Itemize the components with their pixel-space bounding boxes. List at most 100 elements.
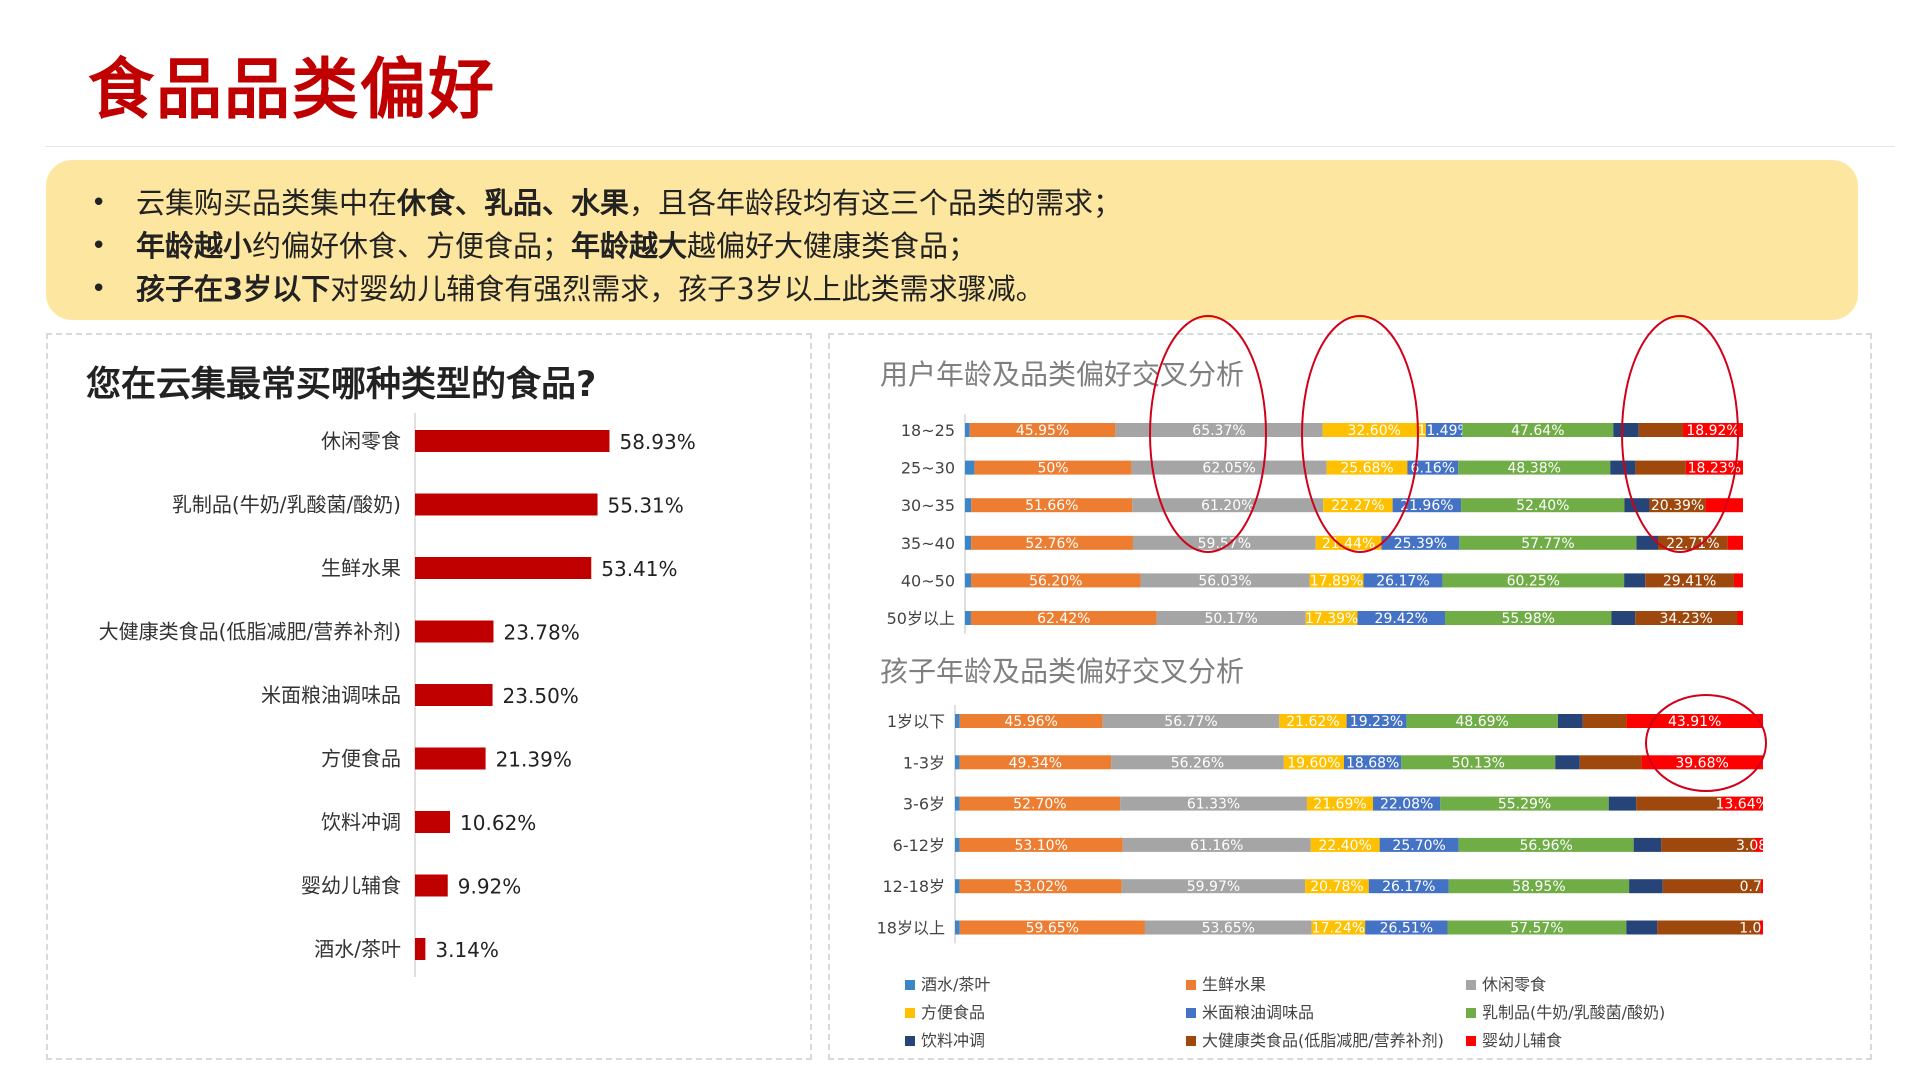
age-chart-data-label: 51.66% — [1025, 498, 1078, 514]
child-chart-data-label: 59.65% — [1026, 921, 1079, 937]
legend-label: 米面粮油调味品 — [1202, 1003, 1314, 1022]
bar — [415, 620, 494, 643]
age-chart-segment — [1737, 611, 1743, 625]
age-chart-data-label: 52.40% — [1516, 498, 1569, 514]
child-chart-data-label: 20.78% — [1310, 879, 1363, 895]
legend-label: 乳制品(牛奶/乳酸菌/酸奶) — [1482, 1003, 1665, 1022]
age-chart-segment — [971, 535, 1133, 550]
legend-label: 休闲零食 — [1482, 975, 1546, 994]
child-chart-segment — [1582, 714, 1627, 728]
age-chart-data-label: 45.95% — [1016, 423, 1069, 439]
age-chart-data-label: 20.39% — [1651, 498, 1704, 514]
age-chart-segment — [1381, 535, 1460, 550]
bar — [415, 747, 486, 770]
bar — [415, 811, 451, 833]
legend-swatch — [905, 1036, 915, 1046]
child-chart-segment — [1279, 714, 1347, 728]
child-chart-data-label: 0.78% — [1740, 879, 1784, 895]
age-chart-segment — [965, 535, 972, 550]
summary-text: 约偏好休食、方便食品； — [252, 229, 572, 263]
age-chart-data-label: 22.27% — [1331, 498, 1384, 514]
child-chart-segment — [1458, 837, 1634, 852]
age-chart-segment — [1323, 498, 1393, 513]
child-chart-data-label: 53.10% — [1015, 838, 1068, 854]
age-chart-data-label: 61.20% — [1201, 498, 1254, 514]
child-chart-segment — [1305, 879, 1369, 894]
age-chart-data-label: 29.42% — [1375, 611, 1428, 627]
child-chart-data-label: 52.70% — [1013, 797, 1066, 813]
data-label: 9.92% — [458, 875, 522, 899]
child-chart-segment — [1368, 879, 1449, 894]
data-label: 21.39% — [496, 748, 572, 772]
age-chart-segment — [1132, 535, 1316, 550]
legend-swatch — [1466, 1008, 1476, 1018]
child-chart-segment — [1283, 755, 1344, 770]
summary-emphasis: 休食、乳品、水果 — [397, 186, 630, 220]
child-chart-data-label: 22.40% — [1319, 838, 1372, 854]
age-chart-segment — [1132, 498, 1324, 513]
summary-text: 对婴幼儿辅食有强烈需求，孩子3岁以上此类需求骤减。 — [330, 272, 1045, 306]
age-chart-data-label: 62.42% — [1037, 611, 1090, 627]
summary-bullet: 年龄越小约偏好休食、方便食品；年龄越大越偏好大健康类食品； — [91, 225, 1858, 268]
age-chart-segment — [1458, 460, 1611, 475]
child-chart-category-label: 18岁以上 — [877, 919, 945, 938]
child-chart-data-label: 50.13% — [1452, 755, 1505, 771]
child-chart-category-label: 3-6岁 — [903, 795, 945, 814]
child-chart-segment — [1120, 796, 1307, 811]
child-chart-segment — [1365, 920, 1448, 935]
child-chart-segment — [955, 714, 960, 728]
data-label: 23.78% — [503, 621, 579, 645]
child-chart-category-label: 6-12岁 — [893, 836, 945, 855]
child-chart-segment — [959, 879, 1122, 894]
age-chart-segment — [965, 611, 971, 625]
data-label: 58.93% — [619, 430, 695, 454]
bar — [415, 938, 426, 960]
child-chart-data-label: 21.62% — [1286, 714, 1339, 730]
age-chart-segment — [1733, 573, 1743, 588]
age-chart-segment — [1683, 423, 1743, 437]
child-chart-segment — [1657, 920, 1760, 935]
child-chart-data-label: 56.77% — [1164, 714, 1217, 730]
age-chart-category-label: 40~50 — [901, 571, 955, 590]
age-chart-data-label: 65.37% — [1192, 423, 1245, 439]
summary-emphasis: 年龄越小 — [136, 229, 253, 263]
child-chart-segment — [1629, 879, 1663, 894]
child-chart-segment — [1760, 879, 1763, 894]
child-chart-data-label: 13.64% — [1716, 797, 1769, 813]
age-chart-data-label: 52.76% — [1025, 536, 1078, 552]
data-label: 3.14% — [435, 938, 499, 962]
child-chart-segment — [1406, 714, 1558, 728]
data-label: 55.31% — [608, 494, 684, 518]
age-chart-data-label: 57.77% — [1521, 536, 1574, 552]
age-chart-data-label: 17.89% — [1310, 573, 1363, 589]
age-chart-segment — [965, 498, 972, 513]
child-chart-segment — [1633, 837, 1662, 852]
legend-swatch — [905, 980, 915, 990]
child-chart-segment — [1310, 837, 1380, 852]
age-chart-category-label: 25~30 — [901, 459, 955, 478]
left-chart-title: 您在云集最常买哪种类型的食品? — [86, 365, 597, 405]
child-chart-segment — [1557, 714, 1583, 728]
legend-swatch — [905, 1008, 915, 1018]
age-chart-segment — [1638, 423, 1684, 437]
summary-bullet: 云集购买品类集中在休食、乳品、水果，且各年龄段均有这三个品类的需求； — [91, 182, 1858, 225]
bar — [415, 874, 448, 897]
age-chart-segment — [1613, 423, 1639, 437]
age-chart-segment — [1425, 423, 1463, 437]
child-chart-segment — [1440, 796, 1609, 811]
child-chart-data-label: 17.24% — [1312, 921, 1365, 937]
child-chart-data-label: 21.69% — [1313, 797, 1366, 813]
age-chart-segment — [970, 611, 1157, 625]
child-chart-segment — [955, 837, 960, 852]
age-chart-segment — [969, 423, 1116, 437]
legend-label: 饮料冲调 — [921, 1031, 985, 1050]
age-chart-data-label: 55.98% — [1502, 611, 1555, 627]
category-label: 生鲜水果 — [321, 556, 401, 580]
age-chart-segment — [965, 423, 970, 437]
age-chart-segment — [1705, 498, 1743, 513]
category-label: 方便食品 — [321, 747, 401, 771]
child-chart-data-label: 19.60% — [1287, 755, 1340, 771]
age-chart-data-label: 56.20% — [1029, 573, 1082, 589]
summary-emphasis: 孩子在3岁以下 — [136, 272, 331, 306]
